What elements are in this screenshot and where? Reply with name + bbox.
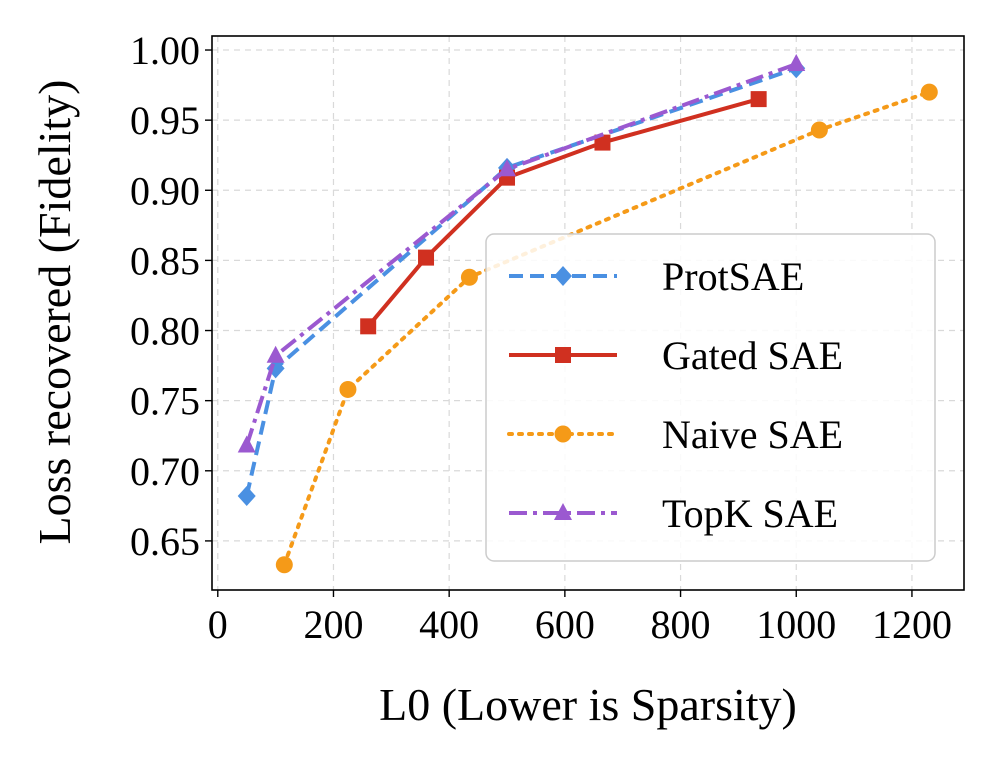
legend-box (485, 233, 936, 562)
legend-label-protsae: ProtSAE (662, 254, 804, 299)
y-tick-label: 0.80 (130, 309, 200, 354)
y-tick-label: 0.90 (130, 168, 200, 213)
y-tick-label: 0.85 (130, 238, 200, 283)
legend-label-naive-sae: Naive SAE (662, 412, 843, 457)
x-tick-label: 1200 (872, 602, 952, 647)
x-tick-label: 200 (303, 602, 363, 647)
data-point-protsae (237, 486, 256, 507)
legend-label-topk-sae: TopK SAE (662, 491, 838, 536)
y-axis-label: Loss recovered (Fidelity) (29, 80, 80, 545)
x-tick-label: 400 (419, 602, 479, 647)
legend-item-topk-sae: TopK SAE (509, 491, 838, 536)
y-tick-label: 0.70 (130, 449, 200, 494)
y-tick-label: 0.95 (130, 98, 200, 143)
y-tick-label: 0.65 (130, 519, 200, 564)
legend-marker-gated-sae (555, 347, 571, 363)
data-point-topk-sae (237, 435, 256, 453)
legend-item-protsae: ProtSAE (509, 254, 804, 299)
data-point-naive-sae (275, 556, 293, 574)
legend-marker-protsae (554, 266, 572, 286)
legend-marker-topk-sae (554, 503, 572, 520)
data-point-topk-sae (266, 345, 285, 363)
legend-marker-naive-sae (554, 425, 572, 443)
data-point-topk-sae (498, 159, 517, 177)
x-tick-label: 600 (535, 602, 595, 647)
data-point-gated-sae (418, 249, 435, 266)
ticks: 0 200 400 600 800 1000 1200 0.65 0.70 0.75 0.80 0.8… (130, 28, 952, 647)
legend-item-naive-sae: Naive SAE (507, 412, 843, 457)
data-point-naive-sae (810, 121, 828, 139)
legend: ProtSAE Gated SAE Naive SAE TopK SAE (485, 233, 936, 562)
x-tick-label: 800 (651, 602, 711, 647)
y-tick-label: 1.00 (130, 28, 200, 73)
data-point-naive-sae (460, 268, 478, 286)
x-tick-label: 1000 (756, 602, 836, 647)
series-line-topk-sae (244, 62, 797, 447)
x-tick-label: 0 (208, 602, 228, 647)
series-naive-sae (275, 83, 938, 574)
x-axis-label: L0 (Lower is Sparsity) (379, 679, 797, 730)
data-point-topk-sae (787, 54, 806, 72)
series-layer (237, 54, 938, 574)
data-point-gated-sae (594, 134, 611, 151)
plot-frame (211, 35, 965, 591)
axes (211, 35, 965, 591)
legend-item-gated-sae: Gated SAE (509, 333, 843, 378)
data-point-naive-sae (339, 380, 357, 398)
data-point-gated-sae (750, 91, 767, 108)
y-tick-label: 0.75 (130, 379, 200, 424)
legend-label-gated-sae: Gated SAE (662, 333, 843, 378)
series-topk-sae (237, 54, 806, 453)
data-point-naive-sae (920, 83, 938, 101)
data-point-gated-sae (360, 318, 377, 335)
